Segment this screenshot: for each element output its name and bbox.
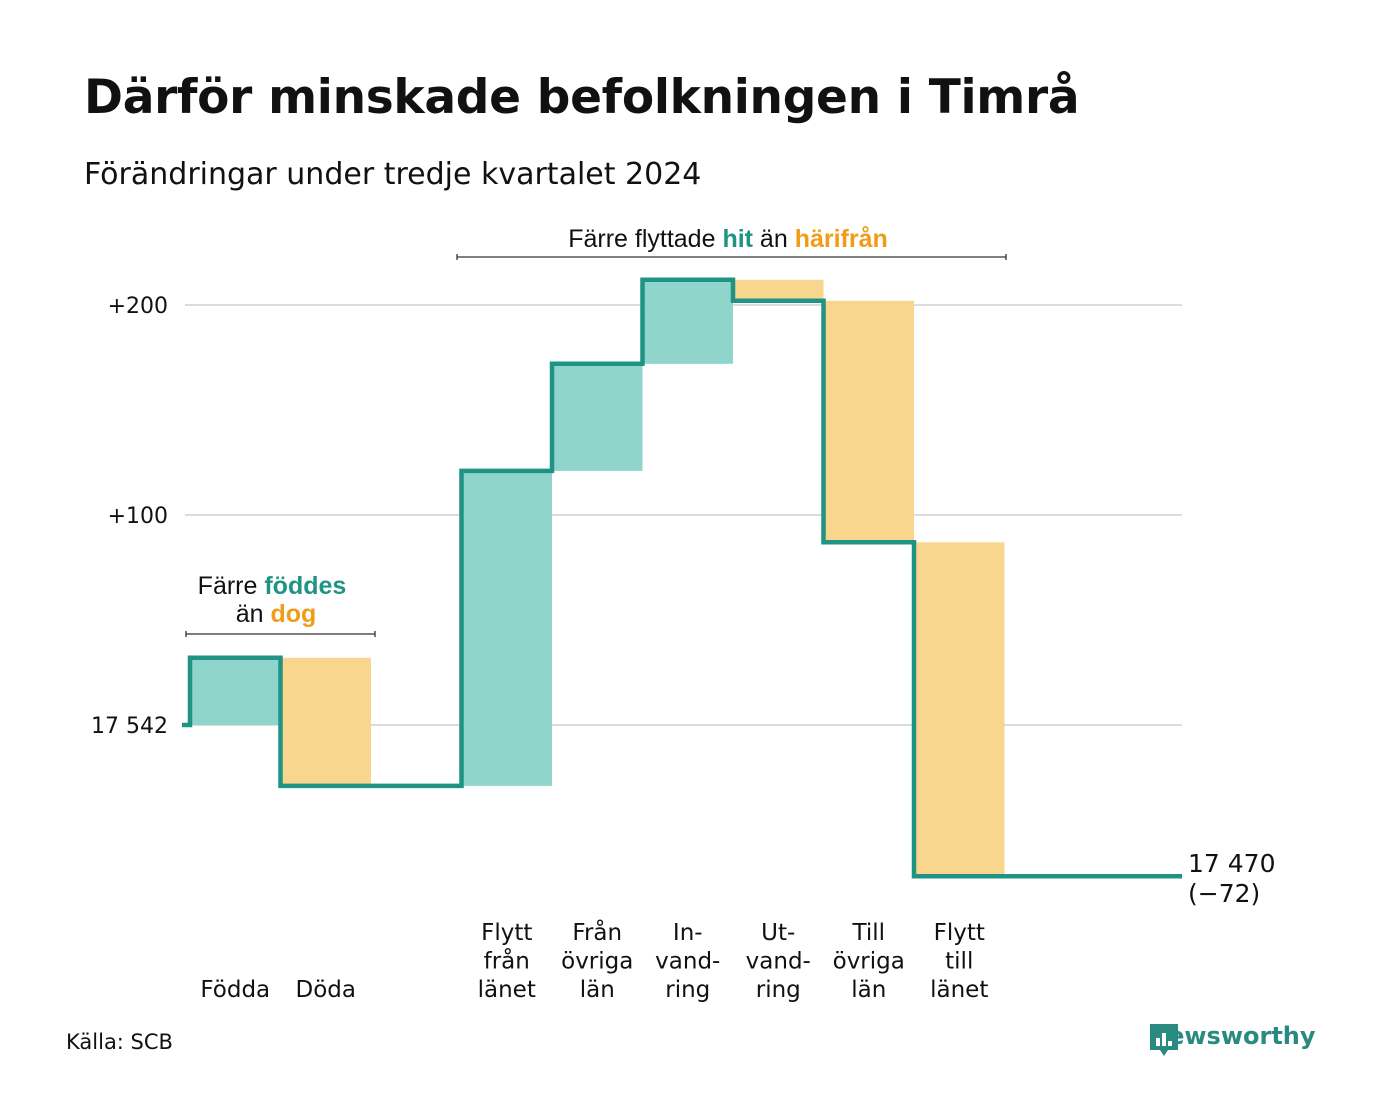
cumulative-step-line <box>182 277 1182 879</box>
annotation-migration-part: hit <box>722 225 753 253</box>
annotation-births-deaths-part: än <box>236 600 271 628</box>
x-tick-label: In- <box>673 920 703 946</box>
newsworthy-logo-icon <box>1150 1024 1178 1056</box>
waterfall-bar <box>280 657 371 786</box>
x-tick-label: ring <box>665 977 710 1003</box>
annotation-migration: Färre flyttade hit än härifrån <box>568 225 888 253</box>
waterfall-bar <box>461 470 552 786</box>
x-tick-label: Flytt <box>481 920 532 946</box>
x-tick-label: länet <box>478 977 536 1003</box>
source-note: Källa: SCB <box>66 1030 173 1054</box>
waterfall-bar <box>642 279 733 364</box>
x-tick-label: Ut- <box>761 920 795 946</box>
y-tick-label: +100 <box>108 504 168 529</box>
x-tick-label: län <box>851 977 886 1003</box>
y-tick-label: 17 542 <box>91 714 168 739</box>
annotation-births-deaths: än dog <box>236 600 317 628</box>
brand-logo: Newsworthy <box>1148 1022 1316 1056</box>
waterfall-bar <box>823 300 914 543</box>
end-value-label: 17 470 <box>1188 849 1275 878</box>
x-tick-label: Födda <box>200 977 270 1003</box>
x-tick-label: övriga <box>833 949 905 975</box>
x-tick-label: Flytt <box>934 920 985 946</box>
x-tick-label: till <box>945 949 973 975</box>
waterfall-bar <box>190 657 281 725</box>
x-tick-label: Från <box>572 918 622 946</box>
x-tick-label: vand- <box>746 949 811 975</box>
waterfall-bar <box>552 363 643 471</box>
x-tick-label: vand- <box>655 949 720 975</box>
annotation-migration-part: Färre flyttade <box>568 225 722 253</box>
end-value-label: (−72) <box>1188 879 1260 908</box>
x-tick-label: län <box>580 977 615 1003</box>
chart-title: Därför minskade befolkningen i Timrå <box>84 70 1080 125</box>
annotation-migration-part: än <box>753 225 795 253</box>
waterfall-bar <box>914 542 1005 877</box>
x-tick-label: Till <box>851 920 885 946</box>
x-tick-label: ring <box>756 977 801 1003</box>
x-tick-label: länet <box>930 977 988 1003</box>
chart-subtitle: Förändringar under tredje kvartalet 2024 <box>84 157 702 192</box>
y-tick-label: +200 <box>108 294 168 319</box>
annotation-births-deaths-part: Färre <box>198 572 265 600</box>
annotation-births-deaths-part: dog <box>270 600 316 628</box>
annotation-births-deaths: Färre föddes <box>198 572 347 600</box>
x-tick-label: från <box>484 947 530 975</box>
waterfall-bar <box>733 279 824 301</box>
annotation-births-deaths-part: föddes <box>264 572 346 600</box>
x-tick-label: Döda <box>296 977 356 1003</box>
x-tick-label: övriga <box>561 949 633 975</box>
annotation-migration-part: härifrån <box>795 225 888 253</box>
